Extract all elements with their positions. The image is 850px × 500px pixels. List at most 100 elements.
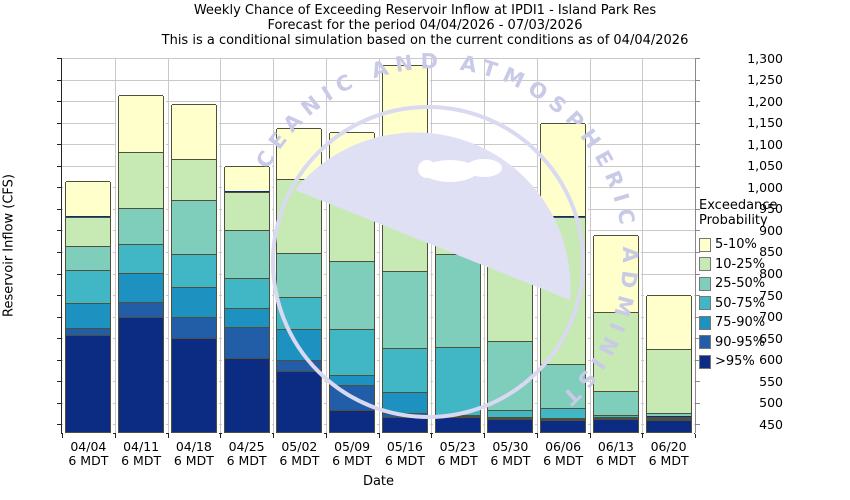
bar-segment [382,347,427,392]
y-tick-label: 600 [759,352,783,368]
bar-segment [119,302,164,317]
y-tick [57,101,61,103]
y-tick-label: 950 [759,201,783,217]
bar-segment [171,338,216,432]
bar-segment [488,221,533,251]
y-tick-label: 450 [759,416,783,432]
x-tick-label-date: 05/02 [281,439,318,454]
stacked-bar [221,165,272,435]
bar-segment [646,348,691,414]
bar-segment [171,159,216,201]
bar-segment [646,413,691,417]
stacked-bar [168,103,219,435]
bar-segment [66,181,111,217]
y-tick-right [696,381,700,383]
bar-segment [66,246,111,271]
bar-segment [171,254,216,288]
x-tick-label-time: 6 MDT [490,453,531,468]
y-tick [57,273,61,275]
bar-segment [224,327,269,359]
x-tick-label-date: 04/11 [123,439,160,454]
y-tick [57,122,61,124]
legend-item: 25-50% [699,274,849,294]
x-tick-label-time: 6 MDT [121,453,162,468]
bar-segment [646,294,691,349]
y-tick [57,144,61,146]
x-tick-label-time: 6 MDT [437,453,478,468]
bar-segment [646,416,691,419]
bar-segment [277,371,322,432]
chart-title-block: Weekly Chance of Exceeding Reservoir Inf… [0,3,850,48]
x-tick-label-time: 6 MDT [226,453,267,468]
bar-segment [646,418,691,420]
gridline-v [167,58,169,433]
bar-segment [541,122,586,217]
x-tick [167,434,169,438]
gridline-v [220,58,222,433]
y-tick-label: 1,250 [747,72,783,88]
bar-segment [541,363,586,409]
bar-segment [382,64,427,147]
y-tick [57,295,61,297]
legend-item-label: 75-90% [715,315,766,331]
y-tick [57,316,61,318]
y-tick-right [696,230,700,232]
chart-title: Weekly Chance of Exceeding Reservoir Inf… [193,3,657,18]
bar-segment [224,229,269,279]
y-tick-right [696,402,700,404]
bar-segment [435,173,480,202]
x-tick [695,434,696,438]
legend-item-label: >95% [715,354,755,370]
bar-segment [593,414,638,418]
legend-swatch [699,276,711,291]
bar-segment [171,287,216,317]
y-tick [57,187,61,189]
y-tick [57,251,61,253]
y-tick-label: 1,150 [747,115,783,131]
y-tick-right [696,424,700,426]
gridline-v [325,58,327,433]
y-tick [57,402,61,404]
gridline-v [536,58,538,433]
y-tick [57,165,61,167]
bar-segment [330,260,375,330]
y-tick-label: 1,050 [747,158,783,174]
bar-segment [66,335,111,432]
legend-item: 90-95% [699,333,849,353]
x-tick-label-time: 6 MDT [543,453,584,468]
x-tick-label-date: 04/18 [175,439,212,454]
y-tick [57,359,61,361]
legend-swatch [699,354,711,369]
legend-item: >95% [699,352,849,372]
bar-segment [488,409,533,418]
bar-segment [488,417,533,419]
bar-segment [435,414,480,417]
legend: Exceedance Probability 5-10% 10-25% 25-50%… [699,198,849,372]
bar-segment [330,385,375,411]
y-tick-label: 500 [759,395,783,411]
x-tick-label-date: 04/04 [70,439,107,454]
y-tick [57,338,61,340]
gridline-v [642,58,644,433]
legend-swatch [699,296,711,311]
bar-segment [593,312,638,392]
gridline-v [378,58,380,433]
legend-item-label: 50-75% [715,295,766,311]
bar-segment [435,347,480,415]
y-tick-label: 1,100 [747,136,783,152]
y-tick-right [696,273,700,275]
x-axis-spine [61,433,695,434]
bar-segment [382,412,427,418]
bar-segment [330,374,375,386]
legend-item: 75-90% [699,313,849,333]
bar-segment [119,272,164,303]
bar-segment [224,166,269,192]
bar-segment [382,271,427,348]
bar-segment [541,418,586,420]
y-tick-label: 900 [759,222,783,238]
legend-item: 10-25% [699,255,849,275]
y-tick-right [696,58,700,59]
bar-segment [593,391,638,415]
bar-segment [119,151,164,208]
